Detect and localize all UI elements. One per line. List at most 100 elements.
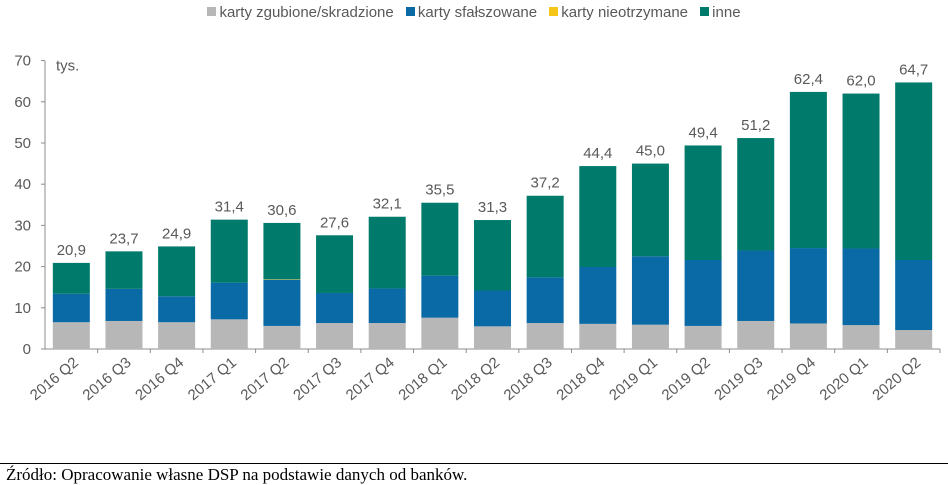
bar-segment-lost-stolen [895,330,933,349]
x-tick-label: 2019 Q1 [606,354,661,404]
bar-segment-other [526,195,564,278]
bar-segment-counterfeit [631,256,669,325]
bar-segment-lost-stolen [158,322,196,349]
legend-swatch-other [700,7,710,16]
bar-segment-lost-stolen [52,322,90,349]
bar-segment-other [579,166,617,268]
bar-segment-counterfeit [474,290,511,327]
total-data-label: 27,6 [320,214,349,231]
bar-segment-lost-stolen [631,324,669,349]
bar-segment-counterfeit [789,248,827,324]
bar-segment-counterfeit [210,282,248,320]
bar-segment-other [631,163,669,257]
bar-segment-lost-stolen [105,320,143,349]
bar-segment-lost-stolen [368,323,406,349]
y-tick-label: 50 [14,135,31,152]
bar-segment-lost-stolen [474,326,511,349]
bar-segment-counterfeit [105,288,143,321]
total-data-label: 35,5 [425,182,454,199]
y-tick-label: 30 [14,217,31,234]
bar-segment-other [210,219,248,283]
total-data-label: 37,2 [531,175,560,192]
total-data-label: 31,4 [215,199,244,216]
legend-item-other: inne [700,4,741,21]
x-tick-label: 2018 Q3 [501,354,556,404]
source-note: Źródło: Opracowanie własne DSP na podsta… [6,465,468,484]
legend-label-other: inne [712,4,741,21]
x-tick-label: 2016 Q2 [27,354,82,404]
legend-label-lost-stolen: karty zgubione/skradzione [219,4,394,21]
bar-segment-other [789,91,827,249]
y-tick-label: 0 [23,341,31,358]
bar-segment-counterfeit [684,260,722,326]
x-tick-label: 2017 Q4 [343,354,398,404]
bar-segment-other [895,82,933,261]
legend-swatch-not-received [549,7,559,16]
total-data-label: 62,4 [794,71,823,88]
x-tick-label: 2018 Q1 [395,354,450,404]
y-tick-label: 40 [14,176,31,193]
bar-segment-counterfeit [263,279,301,326]
bar-segment-counterfeit [316,292,354,324]
bar-segment-counterfeit [368,288,406,324]
total-data-label: 24,9 [162,225,191,242]
total-data-label: 51,2 [741,117,770,134]
x-tick-label: 2020 Q1 [817,354,872,404]
bar-segment-other [263,222,301,280]
source-divider [0,463,948,464]
legend-item-counterfeit: karty sfałszowane [405,4,538,21]
bar-segment-counterfeit [737,250,775,321]
bar-segment-counterfeit [52,293,90,323]
total-data-label: 44,4 [583,145,612,162]
legend-item-lost-stolen: karty zgubione/skradzione [207,4,394,21]
x-tick-label: 2019 Q4 [764,354,819,404]
y-tick-label: 70 [14,53,31,70]
legend-label-not-received: karty nieotrzymane [561,4,688,21]
x-tick-label: 2017 Q2 [237,354,292,404]
bar-segment-lost-stolen [421,317,459,349]
bar-segment-counterfeit [579,267,617,324]
x-tick-label: 2020 Q2 [869,354,924,404]
legend-swatch-lost-stolen [207,7,217,16]
bar-segment-other [368,216,406,289]
y-tick-label: 10 [14,300,31,317]
bar-segment-lost-stolen [210,319,248,349]
bar-segment-lost-stolen [684,325,722,349]
bar-segment-other [842,93,880,249]
legend-swatch-counterfeit [405,7,415,16]
bar-segment-lost-stolen [526,323,564,349]
x-tick-label: 2017 Q3 [290,354,345,404]
x-tick-label: 2019 Q2 [659,354,714,404]
bar-segment-lost-stolen [316,323,354,349]
total-data-label: 62,0 [846,73,875,90]
bar-segment-counterfeit [895,260,933,331]
bar-segment-lost-stolen [789,323,827,349]
y-tick-label: 20 [14,259,31,276]
bar-segment-other [52,262,90,294]
bar-segment-other [421,202,459,276]
y-tick-label: 60 [14,94,31,111]
legend-label-counterfeit: karty sfałszowane [417,4,538,21]
total-data-label: 32,1 [373,196,402,213]
bar-segment-other [158,246,196,297]
total-data-label: 64,7 [899,61,928,78]
total-data-label: 23,7 [109,230,138,247]
bar-segment-lost-stolen [579,323,617,349]
x-tick-label: 2016 Q3 [80,354,135,404]
x-tick-label: 2017 Q1 [185,354,240,404]
bar-segment-lost-stolen [263,325,301,349]
bar-segment-counterfeit [158,296,196,323]
legend: karty zgubione/skradzione karty sfałszow… [0,4,948,21]
total-data-label: 20,9 [57,242,86,259]
x-tick-label: 2018 Q2 [448,354,503,404]
bar-segment-counterfeit [842,248,880,326]
bar-segment-other [737,138,775,251]
x-tick-label: 2016 Q4 [132,354,187,404]
unit-label: tys. [56,58,79,75]
bar-segment-counterfeit [421,275,459,318]
bar-segment-other [474,220,511,291]
total-data-label: 45,0 [636,143,665,160]
bar-segment-other [684,145,722,261]
total-data-label: 49,4 [688,124,717,141]
bar-segment-other [105,251,143,289]
